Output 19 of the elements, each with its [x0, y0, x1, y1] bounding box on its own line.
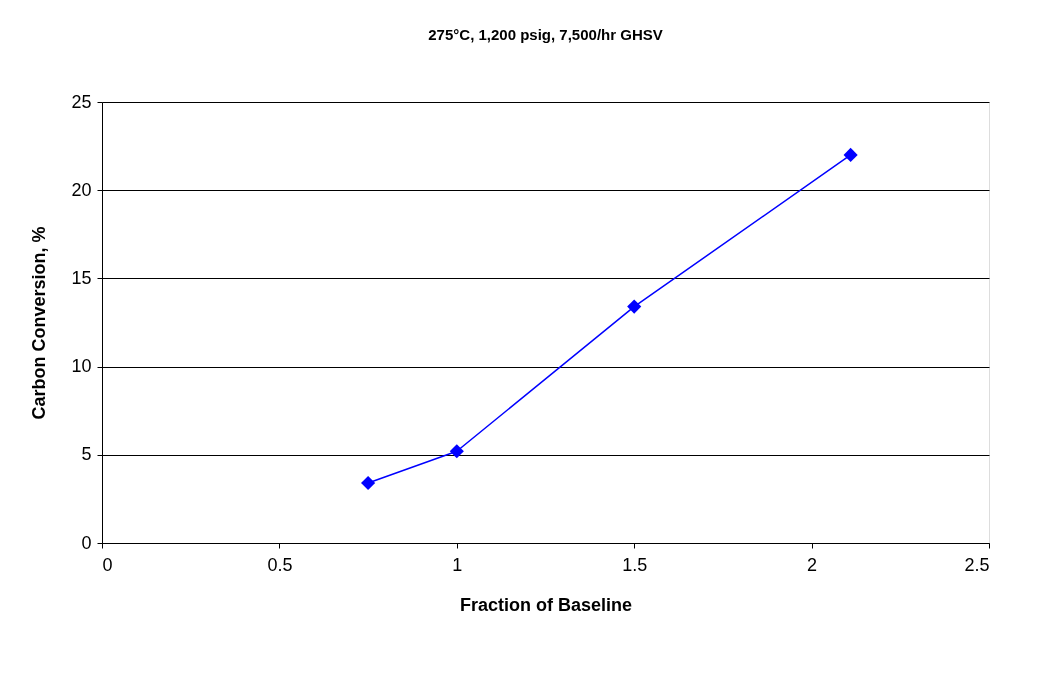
y-tick-label: 5: [81, 444, 92, 465]
point: [449, 444, 464, 459]
point: [361, 475, 376, 491]
x-tick-label: 2.5: [964, 554, 990, 575]
y-tick-label: 0: [81, 532, 92, 553]
chart-title: 275°C, 1,200 psig, 7,500/hr GHSV: [428, 26, 663, 43]
y-tick-label: 15: [71, 267, 92, 288]
point: [627, 299, 642, 314]
y-axis-title: Carbon Conversion, %: [29, 226, 50, 420]
x-axis-title: Fraction of Baseline: [459, 594, 633, 615]
x-tick-label: 0: [102, 554, 113, 575]
x-tick-label: 1: [452, 554, 463, 575]
y-tick-label: 10: [71, 356, 92, 377]
x-tick-label: 0.5: [267, 554, 293, 575]
y-tick-label: 25: [71, 91, 92, 112]
x-tick-label: 1.5: [622, 554, 648, 575]
point: [843, 147, 858, 162]
x-tick-label: 2: [807, 554, 818, 575]
y-tick-label: 20: [71, 179, 92, 200]
